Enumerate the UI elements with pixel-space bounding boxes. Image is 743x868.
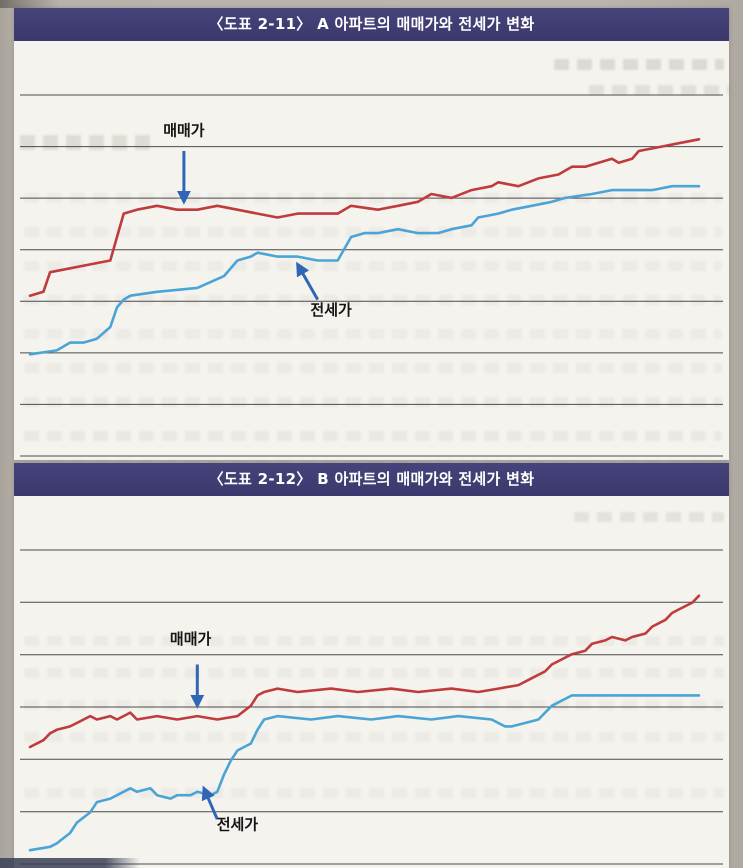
page-bottom-shadow	[0, 858, 140, 868]
ghost-text	[24, 363, 722, 373]
jeonse-price-line	[28, 694, 701, 852]
ghost-text	[554, 59, 724, 70]
ghost-text	[24, 329, 722, 339]
ghost-text	[24, 397, 722, 407]
sale-price-line	[28, 138, 701, 297]
annotation-label: 매매가	[170, 630, 212, 648]
annotation-arrow	[201, 785, 219, 820]
ghost-text	[24, 261, 722, 271]
ghost-text	[24, 668, 724, 678]
ghost-text	[24, 295, 722, 305]
chart-a-title: 〈도표 2-11〉 A 아파트의 매매가와 전세가 변화	[14, 8, 729, 41]
ghost-text	[24, 700, 724, 710]
chart-b-title: 〈도표 2-12〉 B 아파트의 매매가와 전세가 변화	[14, 463, 729, 496]
jeonse-price-line	[28, 184, 701, 356]
ghost-text	[24, 788, 724, 798]
annotation-label: 전세가	[310, 301, 352, 319]
sale-price-line	[28, 594, 701, 749]
ghost-text	[24, 732, 724, 742]
ghost-text	[24, 431, 722, 441]
ghost-text	[589, 85, 729, 95]
page-corner-shadow	[0, 0, 60, 8]
ghost-text	[24, 636, 724, 646]
annotation-arrow	[296, 261, 320, 301]
annotation-label: 전세가	[217, 816, 259, 834]
annotation-label: 매매가	[163, 121, 205, 139]
ghost-text	[574, 512, 724, 522]
